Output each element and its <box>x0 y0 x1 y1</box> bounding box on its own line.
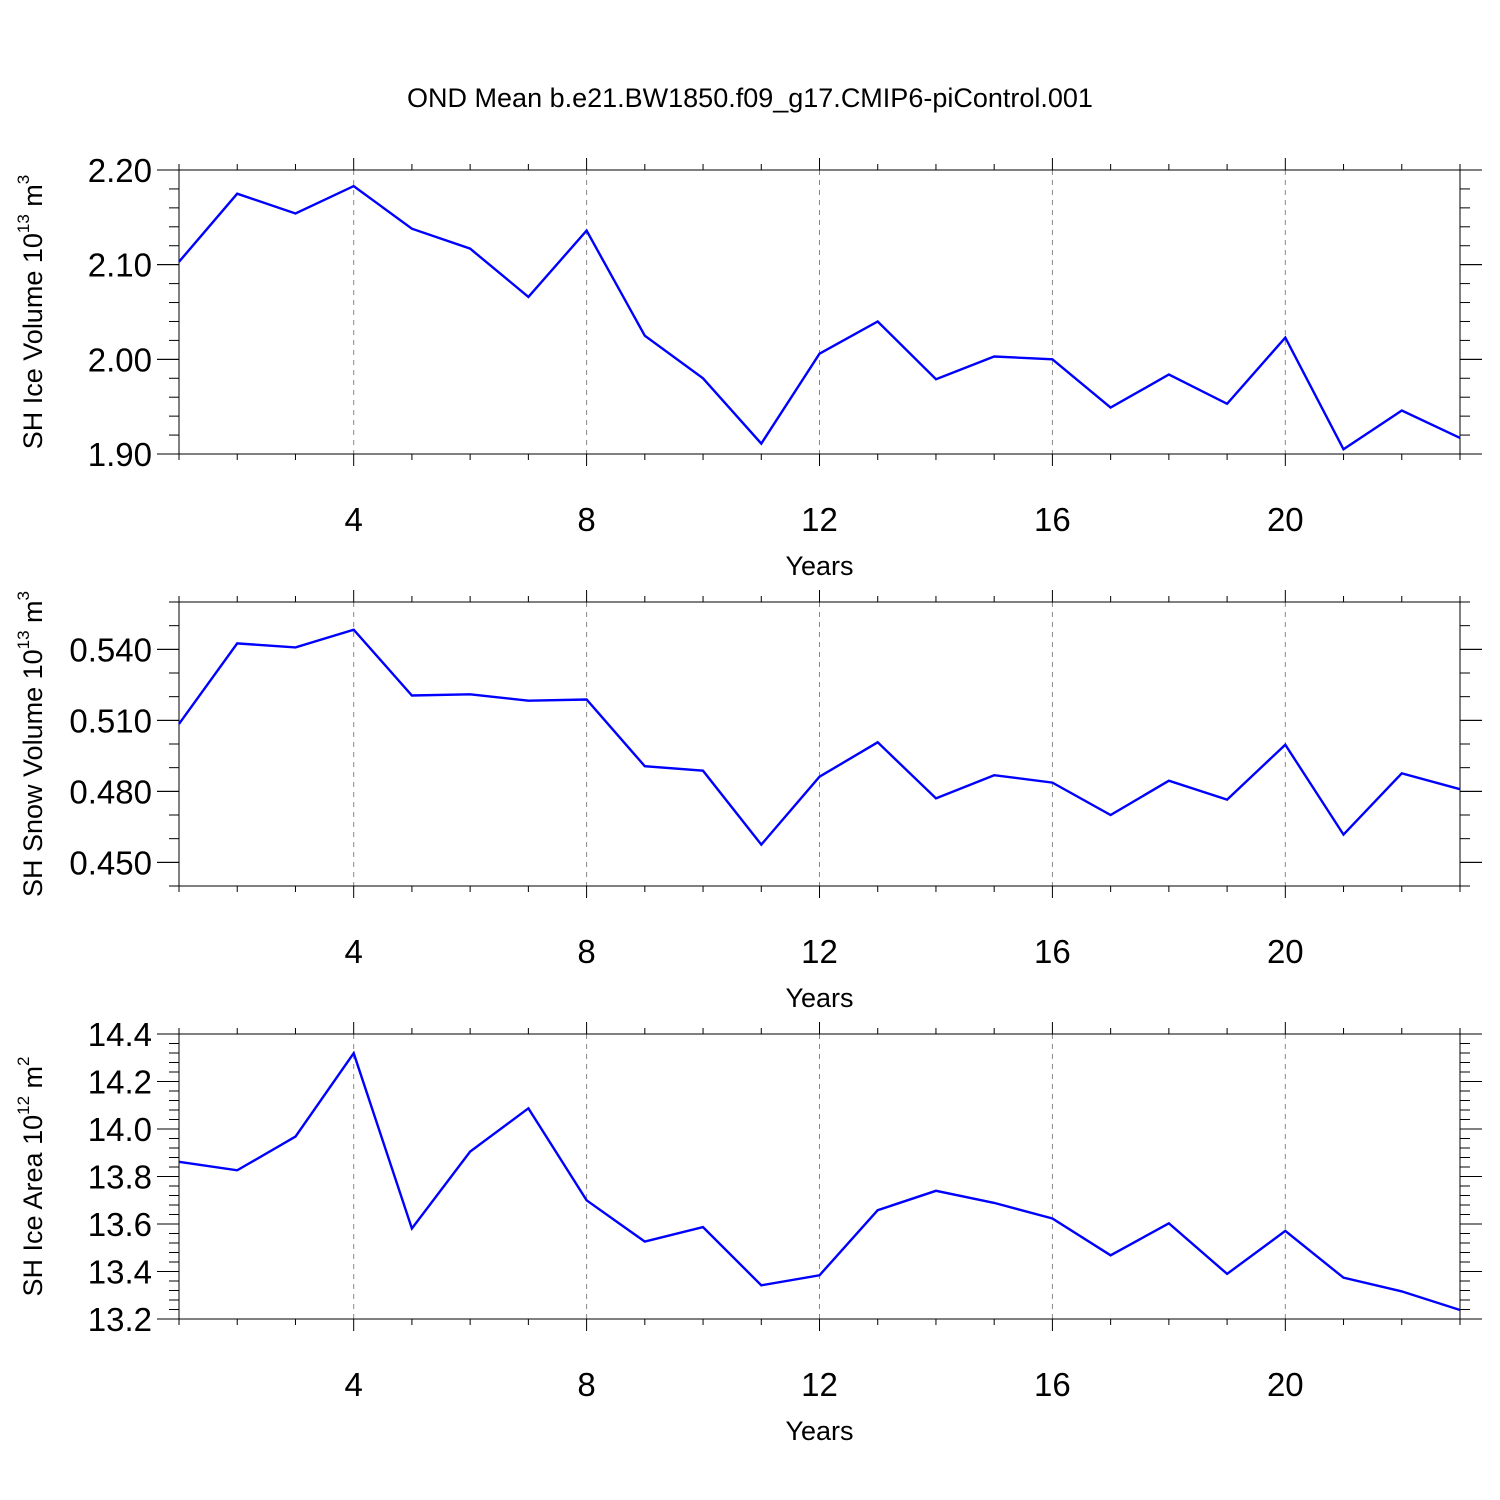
ice-area-y-tick-label: 14.4 <box>88 1016 152 1053</box>
ice-area-y-tick-label: 13.4 <box>88 1254 152 1291</box>
ice-volume-x-tick-label: 8 <box>577 501 595 538</box>
snow-volume-x-tick-label: 16 <box>1034 933 1071 970</box>
snow-volume-y-tick-label: 0.540 <box>69 631 152 668</box>
snow-volume-x-tick-label: 4 <box>345 933 363 970</box>
ice-area-x-axis-title: Years <box>785 1416 853 1446</box>
ice-area-y-axis-title: SH Ice Area 1012 m2 <box>14 1057 48 1297</box>
ice-volume-y-tick-label: 2.00 <box>88 341 152 378</box>
ice-volume-y-tick-label: 1.90 <box>88 436 152 473</box>
ice-volume-x-tick-label: 12 <box>801 501 838 538</box>
ice-volume-x-tick-label: 20 <box>1267 501 1304 538</box>
snow-volume-x-tick-label: 8 <box>577 933 595 970</box>
ice-volume-series-line <box>178 184 1461 452</box>
ice-area-y-tick-label: 14.0 <box>88 1111 152 1148</box>
ice-area-y-tick-label: 13.2 <box>88 1301 152 1338</box>
snow-volume-y-tick-label: 0.510 <box>69 702 152 739</box>
ice-area-series-line <box>178 1050 1461 1312</box>
ice-area-y-tick-label: 13.6 <box>88 1206 152 1243</box>
ice-area-panel: 4 8 12 16 20 13.2 13.4 13.6 13.8 14.0 14.2 14.4 Year… <box>14 1016 1482 1446</box>
ice-volume-y-tick-label: 2.20 <box>88 152 152 189</box>
snow-volume-y-tick-label: 0.450 <box>69 844 152 881</box>
snow-volume-y-axis-title: SH Snow Volume 1013 m3 <box>14 591 48 897</box>
ice-area-y-tick-label: 13.8 <box>88 1159 152 1196</box>
snow-volume-panel: 4 8 12 16 20 0.450 0.480 0.510 0.540 Years SH Snow… <box>14 590 1482 1013</box>
ice-volume-y-tick-label: 2.10 <box>88 247 152 284</box>
snow-volume-x-tick-label: 20 <box>1267 933 1304 970</box>
ice-area-x-tick-label: 12 <box>801 1366 838 1403</box>
ice-area-y-tick-label: 14.2 <box>88 1064 152 1101</box>
ice-area-x-tick-label: 4 <box>345 1366 363 1403</box>
snow-volume-series-line <box>178 628 1461 847</box>
ice-area-x-tick-label: 16 <box>1034 1366 1071 1403</box>
ice-volume-x-tick-label: 4 <box>345 501 363 538</box>
figure-title: OND Mean b.e21.BW1850.f09_g17.CMIP6-piCo… <box>407 83 1093 113</box>
snow-volume-x-axis-title: Years <box>785 983 853 1013</box>
ice-area-x-tick-label: 20 <box>1267 1366 1304 1403</box>
snow-volume-y-tick-label: 0.480 <box>69 773 152 810</box>
ice-volume-panel: 4 8 12 16 20 1.90 2.00 2.10 2.20 Years SH Ice Volu… <box>14 152 1482 581</box>
ice-volume-x-axis-title: Years <box>785 551 853 581</box>
snow-volume-x-tick-label: 12 <box>801 933 838 970</box>
ice-volume-x-tick-label: 16 <box>1034 501 1071 538</box>
ice-volume-y-axis-title: SH Ice Volume 1013 m3 <box>14 175 48 450</box>
ice-area-x-tick-label: 8 <box>577 1366 595 1403</box>
